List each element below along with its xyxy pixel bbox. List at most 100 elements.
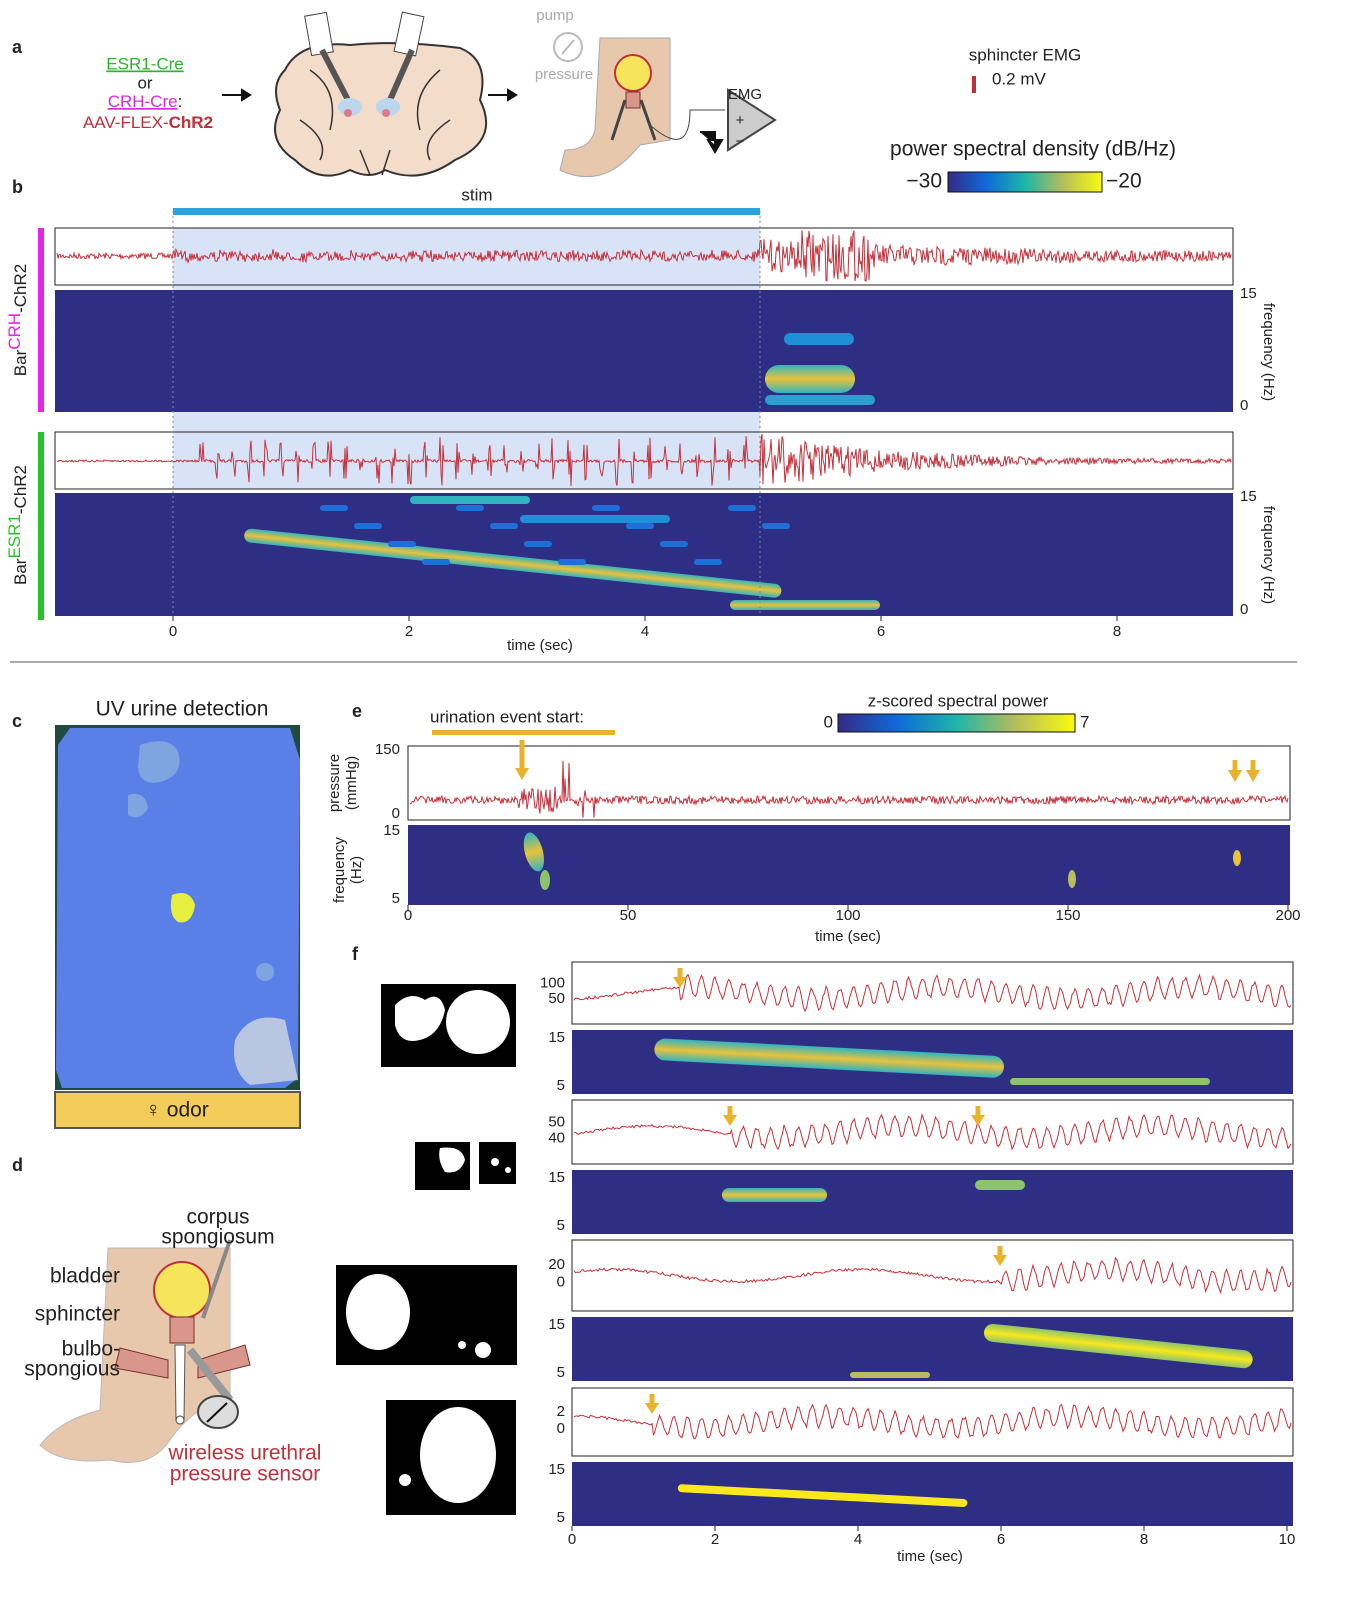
panel-label: b	[12, 177, 23, 197]
y-tick: 5	[392, 890, 400, 907]
spectral-blob	[422, 559, 450, 565]
spectral-blob	[660, 541, 688, 547]
event-bar	[432, 730, 615, 735]
psd-max: −20	[1106, 170, 1142, 193]
cbar-max: 7	[1080, 712, 1089, 731]
sensor-label: pressure sensor	[170, 1463, 321, 1486]
y-tick-label: 50	[548, 990, 565, 1007]
x-tick-label: 150	[1055, 907, 1080, 924]
signal-trace	[574, 1115, 1291, 1149]
spectral-blob	[728, 505, 756, 511]
spectral-blob	[354, 523, 382, 529]
spectral-blob	[540, 870, 550, 890]
row-bar	[38, 228, 44, 412]
panel-label: e	[352, 701, 362, 721]
virus: AAV-FLEX-ChR2	[83, 113, 213, 132]
y-tick-label: 0	[557, 1274, 565, 1291]
virus-name: AAV-FLEX-	[83, 113, 169, 132]
anatomy-label: spongious	[24, 1358, 120, 1381]
spectral-blob	[694, 559, 722, 565]
spectrogram	[55, 290, 1233, 412]
spectral-blob	[520, 515, 670, 523]
x-tick-label: 6	[997, 1531, 1005, 1548]
figure: a ESR1-Cre or CRH-Cre: AAV-FLEX-ChR2 pum…	[0, 0, 1357, 1619]
spectrogram	[572, 1462, 1293, 1526]
y-label: (Hz)	[348, 856, 365, 884]
y-tick: 15	[383, 822, 400, 839]
freq-label: frequency (Hz)	[1260, 506, 1277, 604]
signal-trace	[574, 1258, 1291, 1293]
stim-label: stim	[461, 185, 492, 204]
y-label: frequency	[331, 837, 348, 903]
spectral-blob	[1068, 870, 1076, 888]
anatomy-label: spongiosum	[161, 1226, 274, 1249]
scale-title: sphincter EMG	[969, 45, 1081, 64]
cre-line: ESR1-Cre	[106, 54, 183, 73]
cre-name: CRH-Cre	[108, 92, 178, 111]
spectral-blob	[524, 541, 552, 547]
row-sup: CRH	[5, 313, 24, 350]
stim-bar	[173, 208, 760, 215]
row-post: -ChR2	[11, 264, 30, 313]
event-arrowhead	[993, 1255, 1007, 1266]
spectral-blob	[592, 505, 620, 511]
spectral-blob	[765, 365, 855, 393]
y-label: pressure	[326, 754, 343, 812]
sensor-label: wireless urethral	[168, 1442, 322, 1465]
anatomy-label: bladder	[50, 1265, 120, 1288]
x-tick-label: 8	[1113, 623, 1121, 640]
panel-label: c	[12, 711, 22, 731]
cre-line: CRH-Cre:	[108, 92, 183, 111]
spectral-blob	[850, 1372, 930, 1378]
cbar-min: 0	[824, 712, 833, 731]
y-label: (mmHg)	[343, 756, 360, 810]
event-arrowhead	[1228, 770, 1242, 782]
spectral-blob	[762, 523, 790, 529]
event-arrowhead	[1246, 770, 1260, 782]
colon: :	[178, 92, 183, 111]
row-pre: Bar	[11, 558, 30, 585]
y-tick-label: 15	[548, 1029, 565, 1046]
trace-frame	[572, 1100, 1293, 1164]
colorbar	[838, 714, 1075, 732]
spectral-blob	[456, 505, 484, 511]
signal-trace	[574, 1405, 1291, 1439]
y-tick-label: 5	[557, 1077, 565, 1094]
minus: −	[736, 133, 745, 150]
y-tick: 0	[392, 805, 400, 822]
scale-bar	[972, 76, 976, 93]
x-tick-label: 10	[1279, 1531, 1296, 1548]
spectral-blob	[1010, 1078, 1210, 1085]
row-post: -ChR2	[11, 465, 30, 514]
binary-images	[336, 984, 517, 1515]
spectral-blob	[730, 600, 880, 610]
freq-tick: 0	[1240, 601, 1248, 618]
freq-label: frequency (Hz)	[1260, 303, 1277, 401]
spectral-blob	[626, 523, 654, 529]
y-tick-label: 20	[548, 1256, 565, 1273]
event-arrowhead	[971, 1115, 985, 1126]
spectral-blob	[722, 1188, 827, 1202]
event-label: urination event start:	[430, 707, 584, 726]
bladder-schematic	[554, 33, 775, 177]
freq-tick: 15	[1240, 285, 1257, 302]
x-tick-label: 100	[835, 907, 860, 924]
anatomy-label: sphincter	[35, 1303, 120, 1326]
row-sup: ESR1	[5, 514, 24, 558]
x-tick-label: 0	[169, 623, 177, 640]
x-tick-label: 50	[620, 907, 637, 924]
x-tick-label: 4	[854, 1531, 862, 1548]
spectral-blob	[975, 1180, 1025, 1190]
spectral-blob	[320, 505, 348, 511]
colorbar	[948, 172, 1102, 192]
cbar-title: z-scored spectral power	[868, 691, 1049, 710]
spectral-blob	[410, 496, 530, 504]
psd-min: −30	[906, 170, 942, 193]
y-tick-label: 15	[548, 1461, 565, 1478]
x-tick-label: 0	[568, 1531, 576, 1548]
signal-trace	[410, 761, 1288, 818]
spectral-blob	[784, 333, 854, 345]
panel-label: d	[12, 1155, 23, 1175]
freq-tick: 0	[1240, 397, 1248, 414]
x-tick-label: 200	[1275, 907, 1300, 924]
